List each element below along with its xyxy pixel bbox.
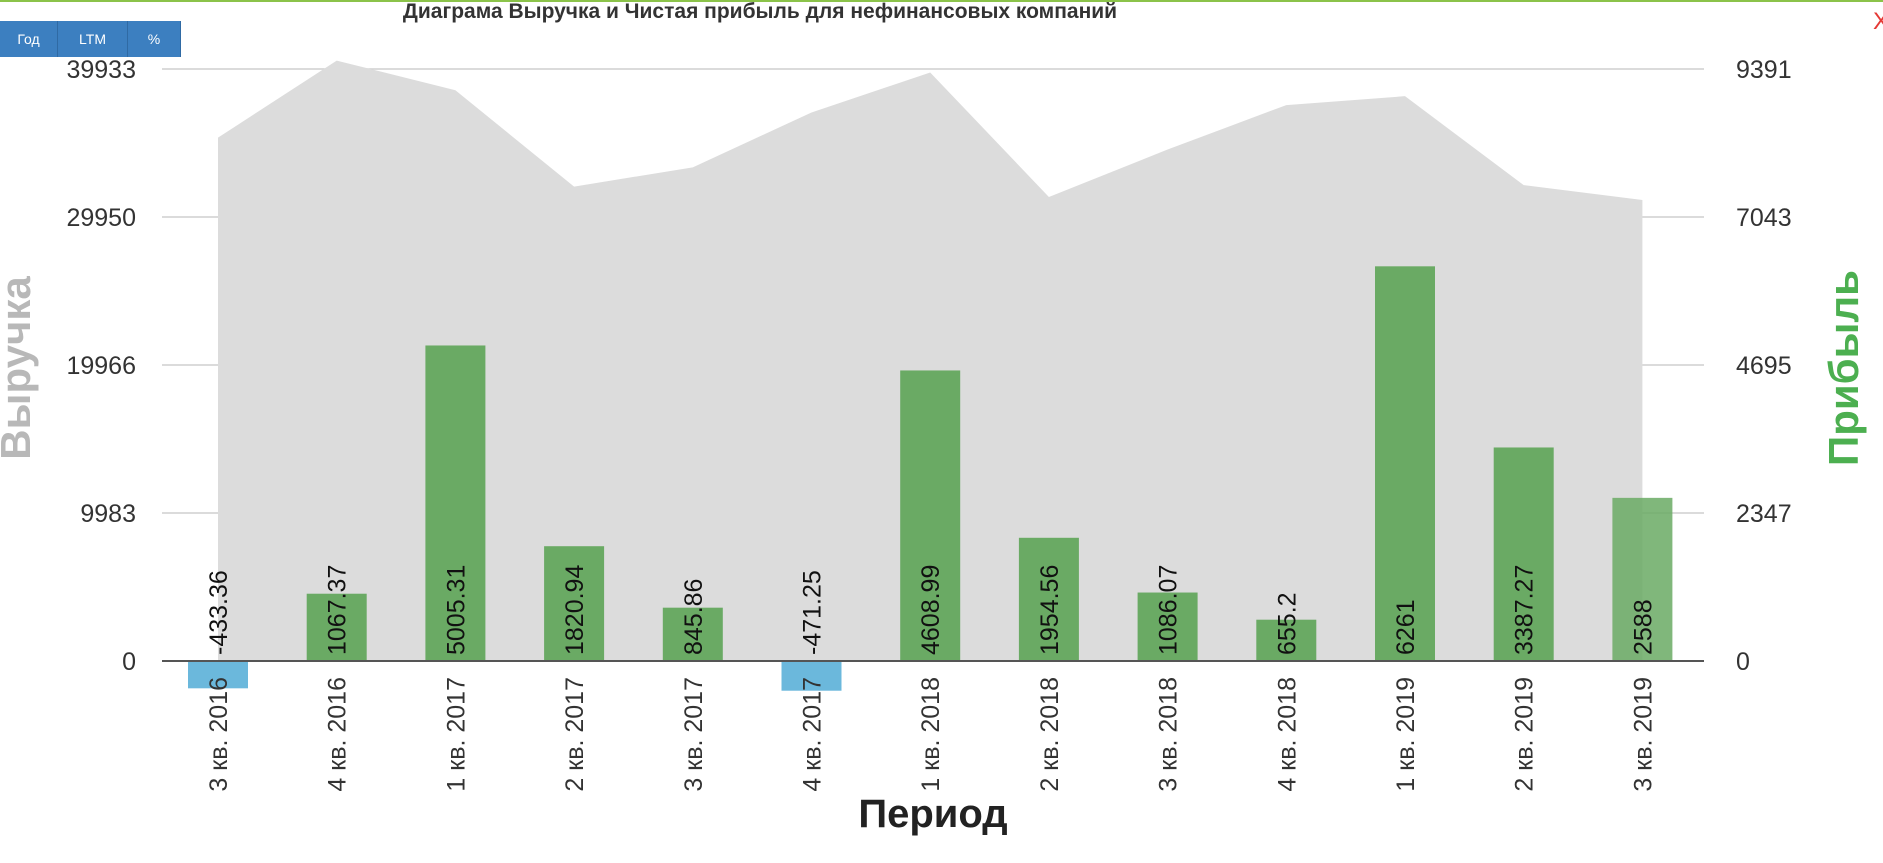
profit-bar xyxy=(900,370,961,661)
data-label: 655.2 xyxy=(1273,592,1301,655)
x-tick-label: 4 кв. 2017 xyxy=(799,677,827,792)
x-tick-label: 4 кв. 2018 xyxy=(1273,677,1301,792)
x-tick-label: 4 кв. 2016 xyxy=(324,677,352,792)
profit-bar xyxy=(544,546,605,661)
data-label: -433.36 xyxy=(205,570,233,655)
data-label: 1820.94 xyxy=(561,565,589,655)
right-tick-label: 7043 xyxy=(1736,204,1792,232)
x-tick-label: 3 кв. 2019 xyxy=(1629,677,1657,792)
profit-bar xyxy=(306,593,367,661)
x-axis-ticks: 3 кв. 2016 4 кв. 2016 1 кв. 2017 2 кв. 2017… xyxy=(205,677,1657,792)
close-icon[interactable]: X xyxy=(1872,8,1883,35)
percent-button[interactable]: % xyxy=(128,21,181,57)
x-tick-label: 1 кв. 2017 xyxy=(442,677,470,792)
right-axis-title: Прибыль xyxy=(1820,270,1867,466)
x-tick-label: 3 кв. 2017 xyxy=(680,677,708,792)
profit-bar xyxy=(188,661,248,689)
data-label: 1954.56 xyxy=(1036,565,1064,655)
left-tick-label: 9983 xyxy=(80,500,136,528)
data-label: -471.25 xyxy=(799,570,827,655)
left-axis-title: Выручка xyxy=(0,276,39,460)
data-label: 1067.37 xyxy=(324,565,352,655)
profit-bar xyxy=(1018,537,1079,661)
data-label: 6261 xyxy=(1392,599,1420,655)
left-tick-label: 29950 xyxy=(66,204,136,232)
profit-bar xyxy=(425,345,486,661)
x-tick-label: 2 кв. 2019 xyxy=(1511,677,1539,792)
profit-bar xyxy=(1612,497,1673,661)
x-axis-title: Период xyxy=(858,792,1007,836)
data-label: 5005.31 xyxy=(442,565,470,655)
right-tick-label: 4695 xyxy=(1736,352,1792,380)
data-label: 4608.99 xyxy=(917,565,945,655)
right-tick-label: 9391 xyxy=(1736,56,1792,84)
left-axis-ticks: 0 9983 19966 29950 39933 xyxy=(66,56,136,676)
x-tick-label: 2 кв. 2018 xyxy=(1036,677,1064,792)
profit-bar xyxy=(1493,447,1554,661)
x-tick-label: 1 кв. 2019 xyxy=(1392,677,1420,792)
left-tick-label: 19966 xyxy=(66,352,136,380)
profit-bar xyxy=(1256,619,1317,661)
right-axis-ticks: 0 2347 4695 7043 9391 xyxy=(1736,56,1792,676)
profit-bar xyxy=(1137,592,1198,661)
year-button[interactable]: Год xyxy=(0,21,58,57)
period-toolbar: Год LTM % xyxy=(0,21,181,57)
data-label: 3387.27 xyxy=(1511,565,1539,655)
chart-title: Диаграма Выручка и Чистая прибыль для не… xyxy=(403,0,1117,23)
data-labels: -433.36 1067.37 5005.31 1820.94 845.86 -471.2… xyxy=(205,565,1657,655)
data-label: 1086.07 xyxy=(1155,565,1183,655)
profit-bars xyxy=(188,266,1673,691)
x-tick-label: 1 кв. 2018 xyxy=(917,677,945,792)
x-tick-label: 3 кв. 2018 xyxy=(1155,677,1183,792)
revenue-area xyxy=(218,60,1643,662)
x-tick-label: 3 кв. 2016 xyxy=(205,677,233,792)
profit-bar xyxy=(781,661,842,691)
left-tick-label: 0 xyxy=(122,648,136,676)
profit-bar xyxy=(1375,266,1435,661)
right-tick-label: 0 xyxy=(1736,648,1750,676)
right-tick-label: 2347 xyxy=(1736,500,1792,528)
x-tick-label: 2 кв. 2017 xyxy=(561,677,589,792)
data-label: 2588 xyxy=(1629,599,1657,655)
profit-bar xyxy=(662,607,723,661)
left-tick-label: 39933 xyxy=(66,56,136,84)
ltm-button[interactable]: LTM xyxy=(58,21,128,57)
top-accent-line xyxy=(0,0,1883,2)
data-label: 845.86 xyxy=(680,579,708,655)
